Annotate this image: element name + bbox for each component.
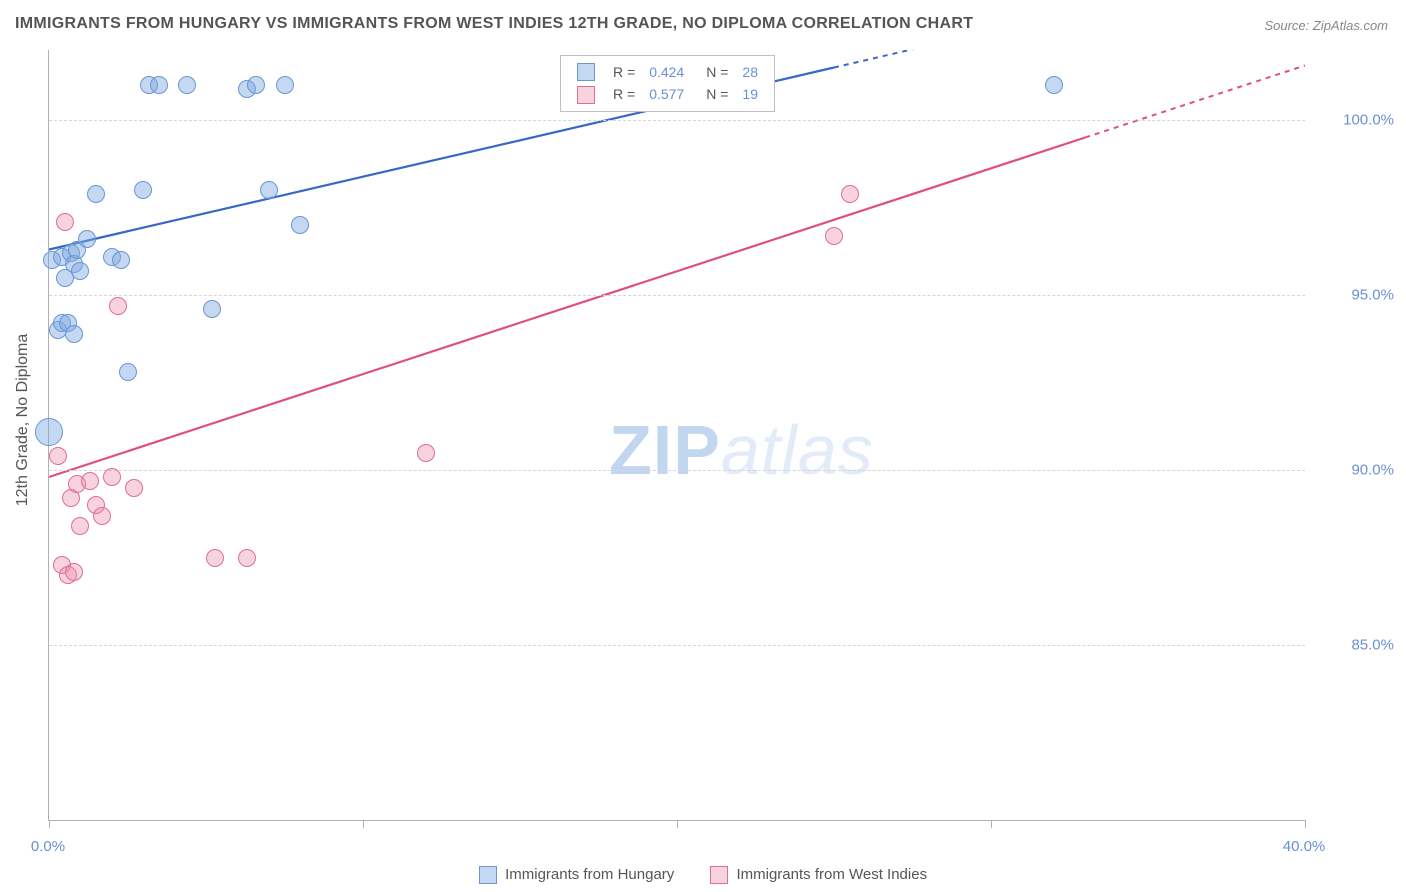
data-point: [49, 447, 67, 465]
data-point: [125, 479, 143, 497]
trend-line-extrapolated: [1085, 65, 1305, 137]
correlation-legend: R =0.424N =28R =0.577N =19: [560, 55, 775, 112]
x-tick: [363, 820, 364, 828]
legend-n-label: N =: [692, 62, 734, 82]
data-point: [78, 230, 96, 248]
x-tick-label: 40.0%: [1283, 838, 1326, 855]
data-point: [112, 251, 130, 269]
data-point: [65, 563, 83, 581]
legend-swatch: [577, 63, 595, 81]
legend-row: R =0.424N =28: [571, 62, 764, 82]
series-legend: Immigrants from Hungary Immigrants from …: [0, 866, 1406, 884]
gridline: [49, 645, 1305, 646]
data-point: [276, 76, 294, 94]
data-point: [260, 181, 278, 199]
x-tick: [677, 820, 678, 828]
trend-lines-layer: [49, 50, 1305, 820]
legend-n-value: 28: [736, 62, 764, 82]
data-point: [203, 300, 221, 318]
gridline: [49, 295, 1305, 296]
x-tick: [1305, 820, 1306, 828]
data-point: [825, 227, 843, 245]
data-point: [238, 549, 256, 567]
x-tick: [49, 820, 50, 828]
watermark-part1: ZIP: [609, 411, 721, 489]
data-point: [417, 444, 435, 462]
data-point: [150, 76, 168, 94]
data-point: [841, 185, 859, 203]
source-label: Source: ZipAtlas.com: [1264, 18, 1388, 33]
legend-r-value: 0.577: [643, 84, 690, 104]
data-point: [65, 325, 83, 343]
trend-line-extrapolated: [834, 50, 1305, 68]
data-point: [71, 517, 89, 535]
data-point: [291, 216, 309, 234]
data-point: [134, 181, 152, 199]
legend-series-name: Immigrants from West Indies: [736, 866, 927, 883]
data-point: [178, 76, 196, 94]
legend-row: R =0.577N =19: [571, 84, 764, 104]
plot-area: ZIPatlas: [48, 50, 1305, 821]
chart-title: IMMIGRANTS FROM HUNGARY VS IMMIGRANTS FR…: [15, 15, 973, 33]
legend-series-name: Immigrants from Hungary: [505, 866, 674, 883]
chart-container: IMMIGRANTS FROM HUNGARY VS IMMIGRANTS FR…: [0, 0, 1406, 892]
data-point: [35, 418, 63, 446]
legend-swatch: [710, 866, 728, 884]
y-tick-label: 90.0%: [1351, 462, 1394, 479]
data-point: [206, 549, 224, 567]
y-axis-label: 12th Grade, No Diploma: [14, 334, 32, 507]
data-point: [93, 507, 111, 525]
y-tick-label: 95.0%: [1351, 287, 1394, 304]
data-point: [119, 363, 137, 381]
gridline: [49, 470, 1305, 471]
legend-n-value: 19: [736, 84, 764, 104]
x-tick: [991, 820, 992, 828]
data-point: [87, 185, 105, 203]
gridline: [49, 120, 1305, 121]
y-tick-label: 85.0%: [1351, 637, 1394, 654]
y-tick-label: 100.0%: [1343, 112, 1394, 129]
legend-item: Immigrants from Hungary: [479, 866, 674, 883]
legend-swatch: [577, 86, 595, 104]
legend-item: Immigrants from West Indies: [710, 866, 927, 883]
data-point: [1045, 76, 1063, 94]
legend-r-label: R =: [607, 84, 641, 104]
data-point: [81, 472, 99, 490]
legend-r-label: R =: [607, 62, 641, 82]
legend-n-label: N =: [692, 84, 734, 104]
x-tick-label: 0.0%: [31, 838, 65, 855]
data-point: [109, 297, 127, 315]
data-point: [247, 76, 265, 94]
data-point: [103, 468, 121, 486]
legend-swatch: [479, 866, 497, 884]
data-point: [56, 213, 74, 231]
legend-r-value: 0.424: [643, 62, 690, 82]
watermark-part2: atlas: [721, 411, 874, 489]
data-point: [71, 262, 89, 280]
watermark: ZIPatlas: [609, 410, 874, 490]
